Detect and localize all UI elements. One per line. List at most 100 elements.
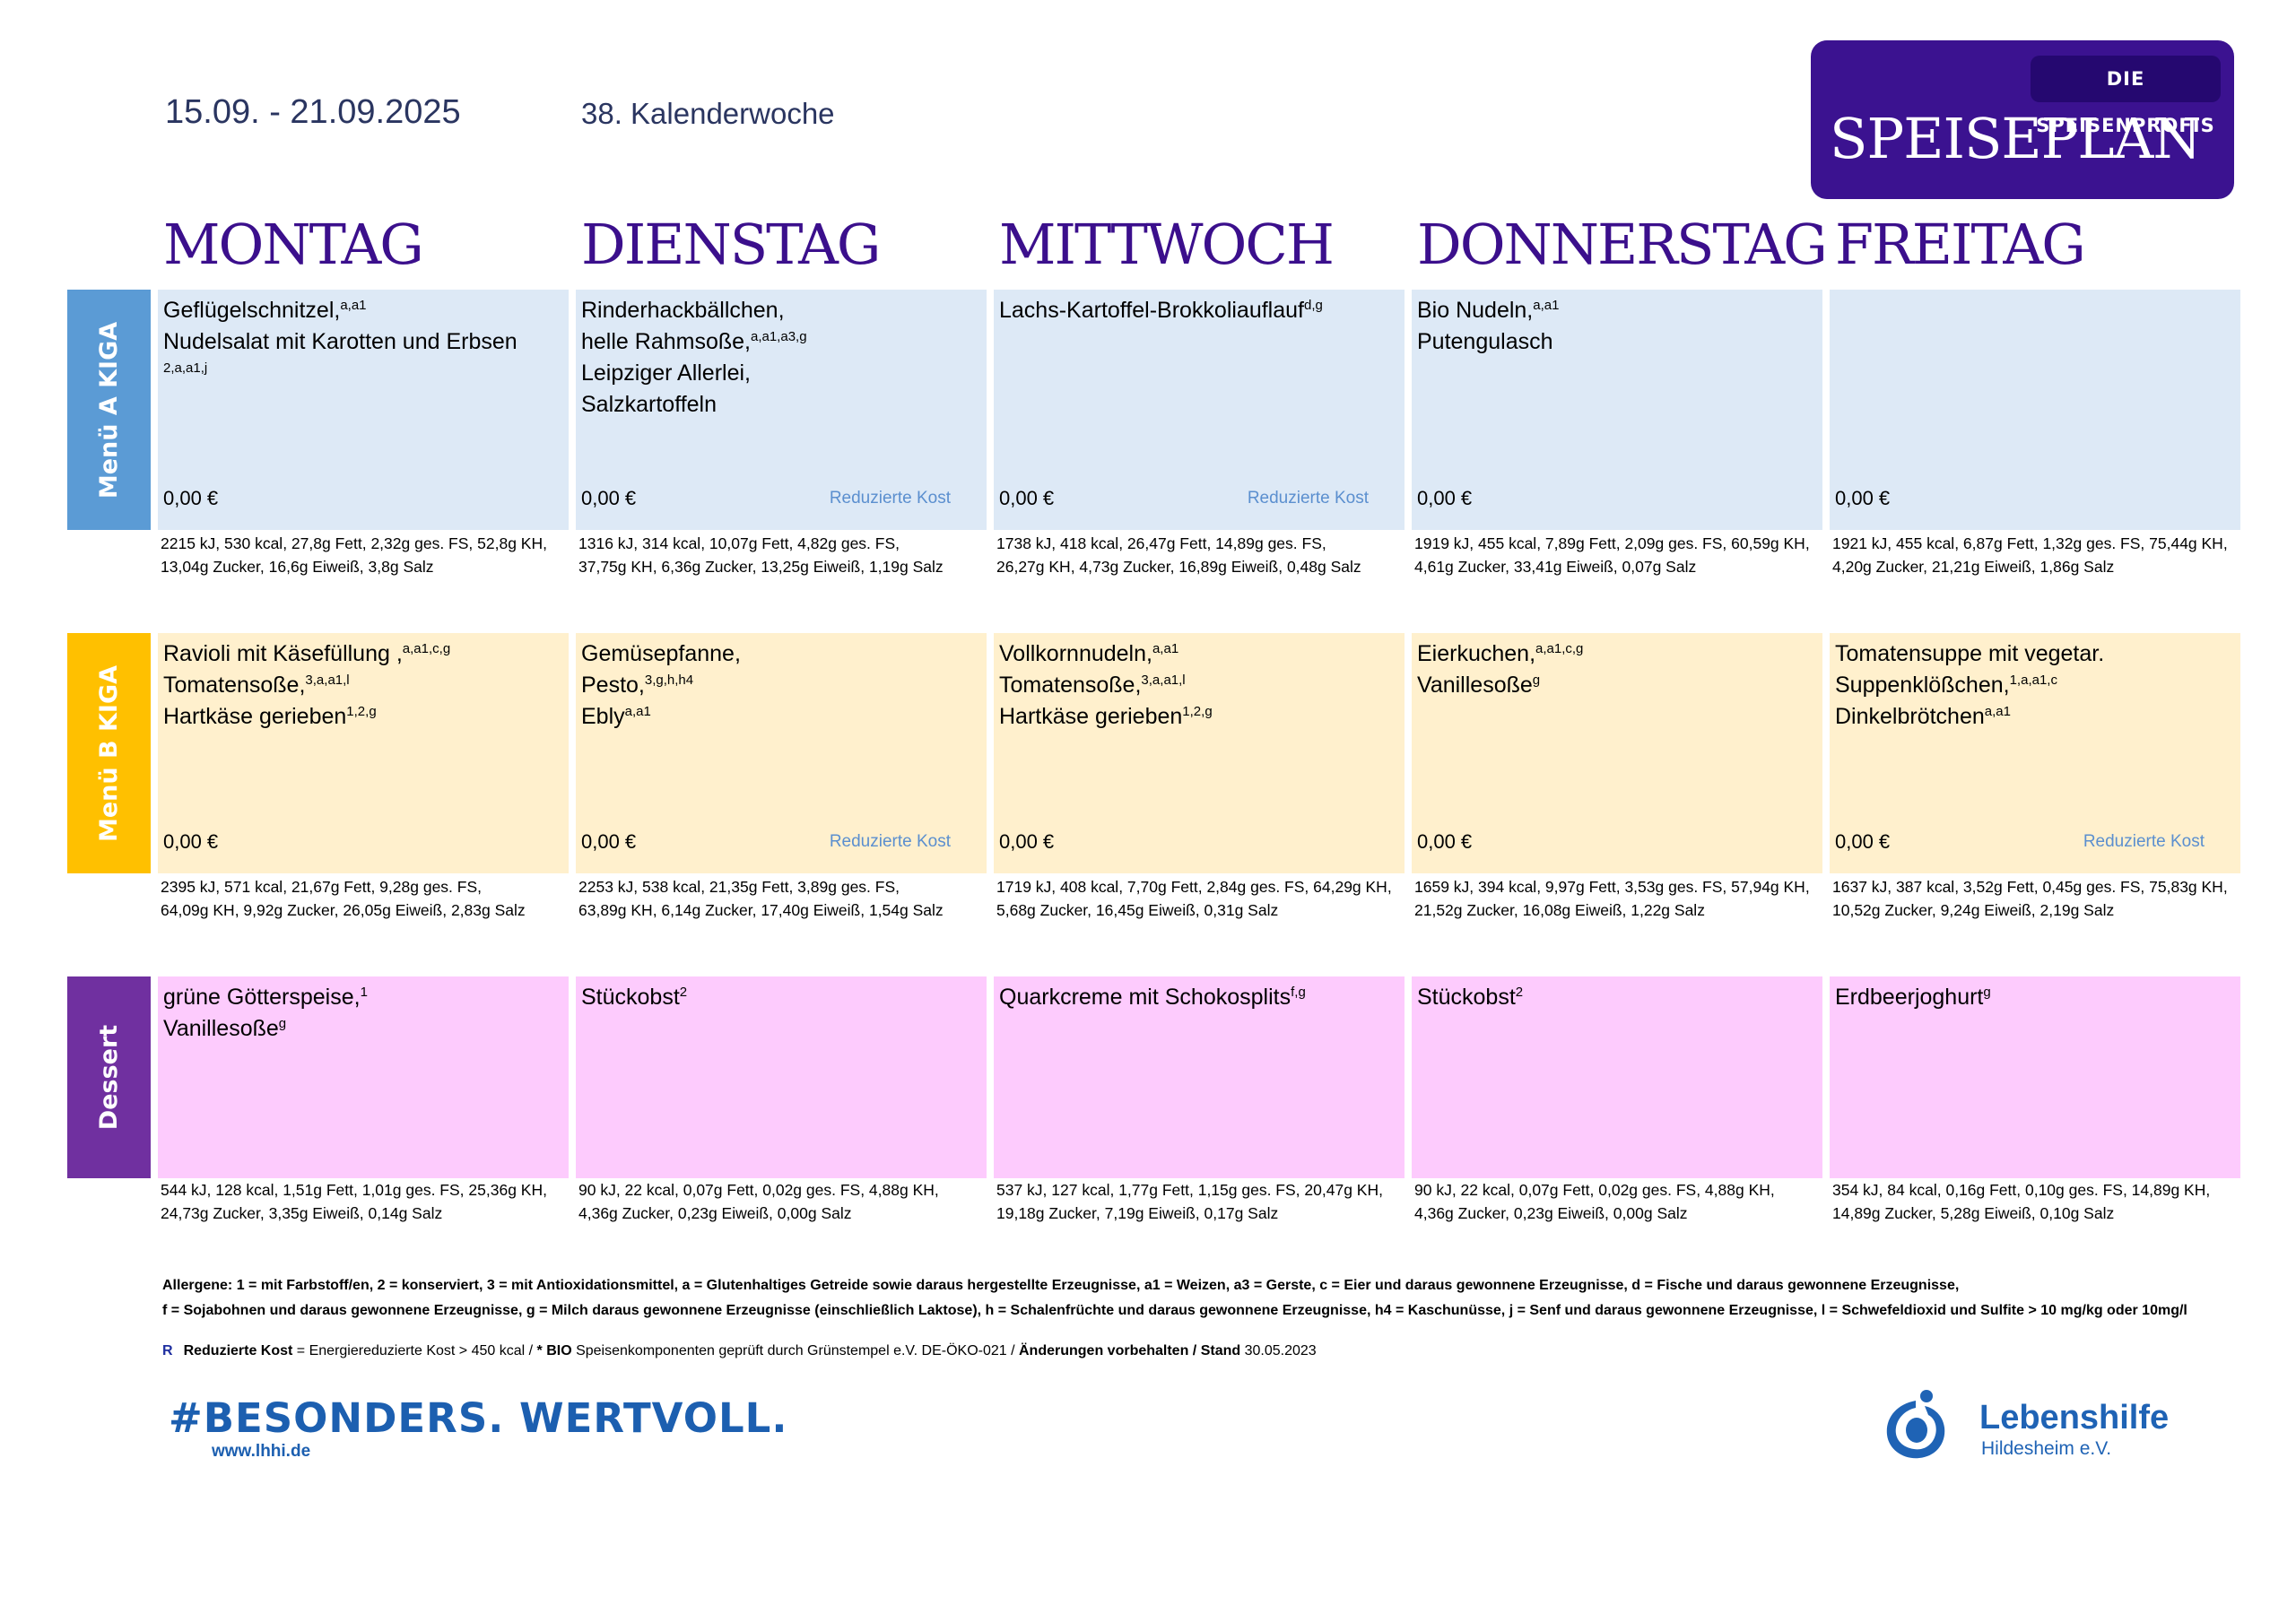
allergen-codes: 2 bbox=[1515, 985, 1524, 1000]
dish-description: Quarkcreme mit Schokosplitsf,g bbox=[999, 982, 1399, 1013]
dish-description: Ravioli mit Käsefüllung ,a,a1,c,g Tomaten… bbox=[163, 638, 563, 733]
dish-line: Suppenklößchen,1,a,a1,c bbox=[1835, 670, 2235, 701]
menu-cell-menu-b-tuesday: Gemüsepfanne, Pesto,3,g,h,h4 Eblya,a1 0,00 … bbox=[576, 633, 987, 873]
brand-tag: DIE SPEISENPROFIS bbox=[2031, 56, 2221, 136]
footnote-reduz-text: = Energiereduzierte Kost > 450 kcal / bbox=[292, 1343, 537, 1358]
menu-cell-menu-a-tuesday: Rinderhackbällchen, helle Rahmsoße,a,a1,a… bbox=[576, 290, 987, 530]
dish-line: Eblya,a1 bbox=[581, 701, 981, 733]
allergen-codes: 3,a,a1,l bbox=[1141, 673, 1186, 688]
row-label-menu-a: Menü A KIGA bbox=[67, 290, 151, 530]
allergen-codes: 3,g,h,h4 bbox=[644, 673, 694, 688]
price: 0,00 € bbox=[999, 830, 1055, 853]
footnote-date: 30.05.2023 bbox=[1240, 1343, 1317, 1358]
dish-name: Quarkcreme mit Schokosplits bbox=[999, 985, 1292, 1010]
dish-line: Putengulasch bbox=[1417, 326, 1817, 358]
dish-name: Hartkäse gerieben bbox=[999, 704, 1183, 729]
nutrition-line: 1316 kJ, 314 kcal, 10,07g Fett, 4,82g ge… bbox=[578, 534, 900, 552]
dish-name: Ebly bbox=[581, 704, 625, 729]
nutrition-line: 37,75g KH, 6,36g Zucker, 13,25g Eiweiß, … bbox=[578, 558, 944, 576]
nutrition-info: 1719 kJ, 408 kcal, 7,70g Fett, 2,84g ges… bbox=[996, 875, 1413, 922]
nutrition-line: 1921 kJ, 455 kcal, 6,87g Fett, 1,32g ges… bbox=[1832, 534, 2228, 552]
dish-line: Leipziger Allerlei, bbox=[581, 358, 981, 389]
nutrition-line: 1719 kJ, 408 kcal, 7,70g Fett, 2,84g ges… bbox=[996, 878, 1392, 896]
dish-name: Leipziger Allerlei, bbox=[581, 360, 751, 386]
allergen-codes: 1,2,g bbox=[1182, 704, 1213, 719]
nutrition-line: 21,52g Zucker, 16,08g Eiweiß, 1,22g Salz bbox=[1414, 901, 1705, 919]
nutrition-line: 1738 kJ, 418 kcal, 26,47g Fett, 14,89g g… bbox=[996, 534, 1326, 552]
website-link[interactable]: www.lhhi.de bbox=[212, 1442, 311, 1461]
price: 0,00 € bbox=[163, 830, 219, 853]
dish-name: Stückobst bbox=[581, 985, 680, 1010]
nutrition-line: 64,09g KH, 9,92g Zucker, 26,05g Eiweiß, … bbox=[161, 901, 526, 919]
allergen-codes: a,a1,a3,g bbox=[750, 329, 807, 344]
dish-description: Geflügelschnitzel,a,a1 Nudelsalat mit Kar… bbox=[163, 295, 563, 389]
allergen-codes: g bbox=[1532, 673, 1541, 688]
price: 0,00 € bbox=[581, 830, 637, 853]
dish-line: Rinderhackbällchen, bbox=[581, 295, 981, 326]
dish-description: Rinderhackbällchen, helle Rahmsoße,a,a1,a… bbox=[581, 295, 981, 421]
dish-name: Rinderhackbällchen, bbox=[581, 298, 785, 323]
allergen-line-2: f = Sojabohnen und daraus gewonnene Erze… bbox=[162, 1303, 2187, 1318]
dish-name: Putengulasch bbox=[1417, 329, 1553, 354]
nutrition-line: 19,18g Zucker, 7,19g Eiweiß, 0,17g Salz bbox=[996, 1204, 1279, 1222]
allergen-legend: Allergene: 1 = mit Farbstoff/en, 2 = kon… bbox=[162, 1273, 2270, 1324]
nutrition-line: 544 kJ, 128 kcal, 1,51g Fett, 1,01g ges.… bbox=[161, 1181, 547, 1199]
dish-line: Eierkuchen,a,a1,c,g bbox=[1417, 638, 1817, 670]
nutrition-line: 26,27g KH, 4,73g Zucker, 16,89g Eiweiß, … bbox=[996, 558, 1361, 576]
price: 0,00 € bbox=[999, 487, 1055, 509]
dish-line: Vollkornnudeln,a,a1 bbox=[999, 638, 1399, 670]
dish-line: Nudelsalat mit Karotten und Erbsen bbox=[163, 326, 563, 358]
dish-line: Ravioli mit Käsefüllung ,a,a1,c,g bbox=[163, 638, 563, 670]
dish-line: Stückobst2 bbox=[581, 982, 981, 1013]
nutrition-line: 1919 kJ, 455 kcal, 7,89g Fett, 2,09g ges… bbox=[1414, 534, 1810, 552]
allergen-codes: a,a1 bbox=[1152, 641, 1179, 656]
dish-name: Eierkuchen, bbox=[1417, 641, 1536, 666]
menu-cell-menu-b-friday: Tomatensuppe mit vegetar. Suppenklößchen,… bbox=[1830, 633, 2240, 873]
dish-name: Vollkornnudeln, bbox=[999, 641, 1152, 666]
org-subtitle: Hildesheim e.V. bbox=[1981, 1438, 2112, 1459]
nutrition-line: 2215 kJ, 530 kcal, 27,8g Fett, 2,32g ges… bbox=[161, 534, 547, 552]
dish-name: Tomatensoße, bbox=[999, 673, 1142, 698]
dish-line: Gemüsepfanne, bbox=[581, 638, 981, 670]
reduced-diet-tag: Reduzierte Kost bbox=[829, 832, 951, 851]
allergen-line-1: Allergene: 1 = mit Farbstoff/en, 2 = kon… bbox=[162, 1278, 1960, 1293]
day-heading-wednesday: MITTWOCH bbox=[999, 212, 1335, 277]
menu-cell-dessert-tuesday: Stückobst2 bbox=[576, 976, 987, 1178]
dish-name: Vanillesoße bbox=[163, 1016, 279, 1041]
price: 0,00 € bbox=[1417, 830, 1473, 853]
dish-name: grüne Götterspeise, bbox=[163, 985, 361, 1010]
menu-cell-menu-a-wednesday: Lachs-Kartoffel-Brokkoliauflaufd,g 0,00 €… bbox=[994, 290, 1405, 530]
footnote-marker: R bbox=[162, 1343, 173, 1358]
nutrition-line: 10,52g Zucker, 9,24g Eiweiß, 2,19g Salz bbox=[1832, 901, 2115, 919]
dish-line: helle Rahmsoße,a,a1,a3,g bbox=[581, 326, 981, 358]
dish-line: Lachs-Kartoffel-Brokkoliauflaufd,g bbox=[999, 295, 1399, 326]
menu-cell-menu-b-thursday: Eierkuchen,a,a1,c,g Vanillesoßeg 0,00 € bbox=[1412, 633, 1822, 873]
allergen-codes: 1,a,a1,c bbox=[2009, 673, 2057, 688]
dish-line: Dinkelbrötchena,a1 bbox=[1835, 701, 2235, 733]
nutrition-line: 24,73g Zucker, 3,35g Eiweiß, 0,14g Salz bbox=[161, 1204, 443, 1222]
dish-line: Erdbeerjoghurtg bbox=[1835, 982, 2235, 1013]
dish-description: Lachs-Kartoffel-Brokkoliauflaufd,g bbox=[999, 295, 1399, 326]
day-heading-thursday: DONNERSTAG bbox=[1417, 212, 1828, 277]
nutrition-line: 2253 kJ, 538 kcal, 21,35g Fett, 3,89g ge… bbox=[578, 878, 900, 896]
dish-description: Vollkornnudeln,a,a1 Tomatensoße,3,a,a1,l H… bbox=[999, 638, 1399, 733]
row-label-text: Menü A KIGA bbox=[95, 321, 124, 499]
nutrition-line: 2395 kJ, 571 kcal, 21,67g Fett, 9,28g ge… bbox=[161, 878, 482, 896]
dish-line: Stückobst2 bbox=[1417, 982, 1817, 1013]
day-heading-monday: MONTAG bbox=[163, 212, 424, 277]
row-label-menu-b: Menü B KIGA bbox=[67, 633, 151, 873]
slogan: #BESONDERS. WERTVOLL. bbox=[169, 1394, 788, 1442]
nutrition-line: 1637 kJ, 387 kcal, 3,52g Fett, 0,45g ges… bbox=[1832, 878, 2228, 896]
dish-name: Tomatensoße, bbox=[163, 673, 306, 698]
dish-name: Hartkäse gerieben bbox=[163, 704, 347, 729]
nutrition-info: 354 kJ, 84 kcal, 0,16g Fett, 0,10g ges. … bbox=[1832, 1178, 2248, 1225]
dish-description: Stückobst2 bbox=[581, 982, 981, 1013]
dish-name: Vanillesoße bbox=[1417, 673, 1533, 698]
nutrition-info: 544 kJ, 128 kcal, 1,51g Fett, 1,01g ges.… bbox=[161, 1178, 577, 1225]
nutrition-info: 537 kJ, 127 kcal, 1,77g Fett, 1,15g ges.… bbox=[996, 1178, 1413, 1225]
allergen-codes: a,a1 bbox=[340, 298, 367, 313]
dish-line: Tomatensoße,3,a,a1,l bbox=[999, 670, 1399, 701]
dish-name: Lachs-Kartoffel-Brokkoliauflauf bbox=[999, 298, 1304, 323]
nutrition-info: 2253 kJ, 538 kcal, 21,35g Fett, 3,89g ge… bbox=[578, 875, 995, 922]
nutrition-info: 2215 kJ, 530 kcal, 27,8g Fett, 2,32g ges… bbox=[161, 532, 577, 578]
